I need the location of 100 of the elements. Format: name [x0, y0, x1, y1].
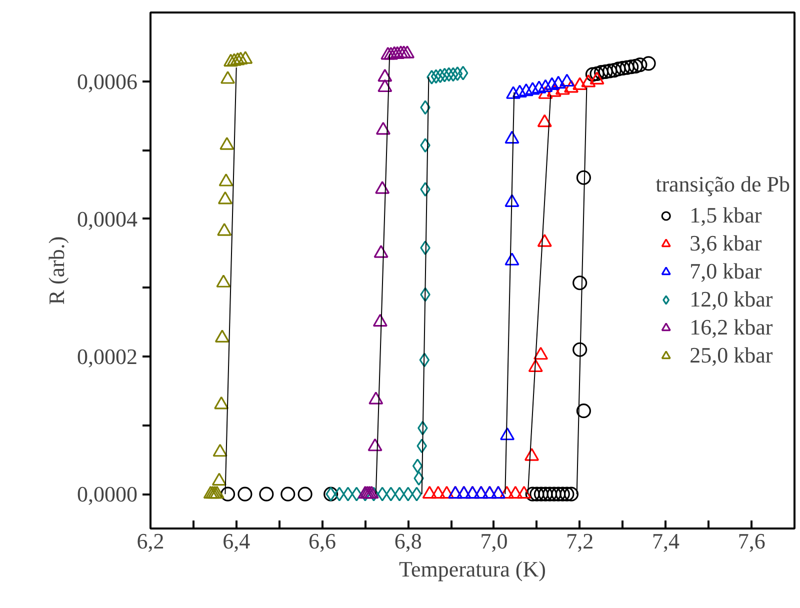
point [590, 72, 604, 84]
point [384, 46, 398, 60]
legend-label: 12,0 kbar [690, 286, 773, 312]
legend-label: 16,2 kbar [690, 314, 773, 340]
point [402, 486, 414, 502]
point [551, 486, 566, 502]
point [220, 70, 236, 84]
point [238, 486, 252, 502]
point [538, 486, 553, 502]
point [380, 46, 396, 60]
y-tick-label: 0,0004 [77, 206, 138, 232]
y-tick-label: 0,0000 [77, 482, 138, 507]
point [259, 486, 274, 502]
point [532, 80, 546, 94]
x-tick-label: 6,2 [136, 528, 164, 554]
point [538, 79, 553, 92]
point [512, 84, 528, 98]
point [500, 427, 515, 440]
legend-label: 1,5 kbar [690, 202, 762, 228]
point [400, 45, 415, 58]
point [374, 244, 388, 258]
point [375, 181, 390, 194]
point [217, 222, 232, 236]
point [576, 170, 591, 185]
x-tick-label: 7,6 [738, 528, 766, 554]
point [418, 420, 428, 436]
point [551, 76, 566, 89]
point [220, 486, 236, 502]
point [342, 486, 354, 502]
point [223, 54, 238, 67]
y-tick-label: 0,0002 [77, 344, 138, 369]
point [334, 486, 345, 502]
point [368, 438, 382, 452]
x-axis-title: Temperatura (K) [399, 556, 546, 582]
point [377, 486, 388, 502]
point [416, 438, 427, 454]
point [537, 114, 552, 128]
point [412, 486, 422, 502]
point [572, 276, 588, 290]
point [216, 274, 231, 288]
point [537, 234, 552, 247]
point [555, 486, 570, 502]
point [230, 52, 245, 66]
point [564, 80, 579, 93]
point [538, 86, 553, 99]
point [394, 486, 405, 502]
point [572, 77, 588, 90]
point [544, 77, 560, 90]
point [214, 330, 230, 342]
point [396, 45, 412, 58]
point [378, 79, 392, 92]
point [372, 314, 388, 327]
legend-label: 25,0 kbar [690, 342, 773, 368]
point [298, 486, 312, 502]
point [533, 346, 548, 360]
point [218, 173, 234, 186]
point [378, 68, 392, 82]
x-tick-label: 6,4 [222, 528, 250, 554]
point [581, 74, 596, 88]
point [212, 472, 226, 486]
legend-label: 7,0 kbar [690, 258, 762, 284]
x-tick-label: 7,4 [652, 528, 680, 554]
point [376, 122, 390, 135]
point [351, 486, 362, 502]
point [560, 74, 574, 87]
point [530, 486, 544, 502]
point [220, 136, 234, 150]
point [518, 83, 534, 96]
x-tick-label: 6,6 [308, 528, 336, 554]
point [546, 84, 562, 97]
point [525, 486, 540, 502]
legend-label: 3,6 kbar [690, 230, 762, 256]
point [576, 404, 591, 418]
point [555, 82, 570, 95]
y-tick-label: 0,0006 [77, 68, 138, 94]
point [419, 352, 430, 368]
y-axis-title: R (arb.) [44, 236, 69, 305]
point [280, 486, 296, 502]
point [546, 486, 562, 502]
point [233, 52, 248, 65]
point [528, 359, 543, 372]
point [504, 194, 520, 207]
point [218, 191, 233, 204]
point [525, 82, 540, 95]
point [504, 252, 520, 266]
point [534, 486, 548, 502]
point [368, 392, 384, 404]
point [506, 86, 521, 99]
point [238, 50, 253, 64]
legend-title: transição de Pb [656, 172, 790, 198]
point [412, 458, 423, 474]
point [214, 396, 229, 410]
point [212, 444, 228, 457]
x-tick-label: 7,2 [566, 528, 594, 554]
x-tick-label: 6,8 [394, 528, 422, 554]
point [420, 287, 430, 302]
x-tick-label: 7,0 [480, 528, 508, 554]
point [572, 342, 588, 357]
point [386, 486, 396, 502]
point [504, 130, 520, 144]
